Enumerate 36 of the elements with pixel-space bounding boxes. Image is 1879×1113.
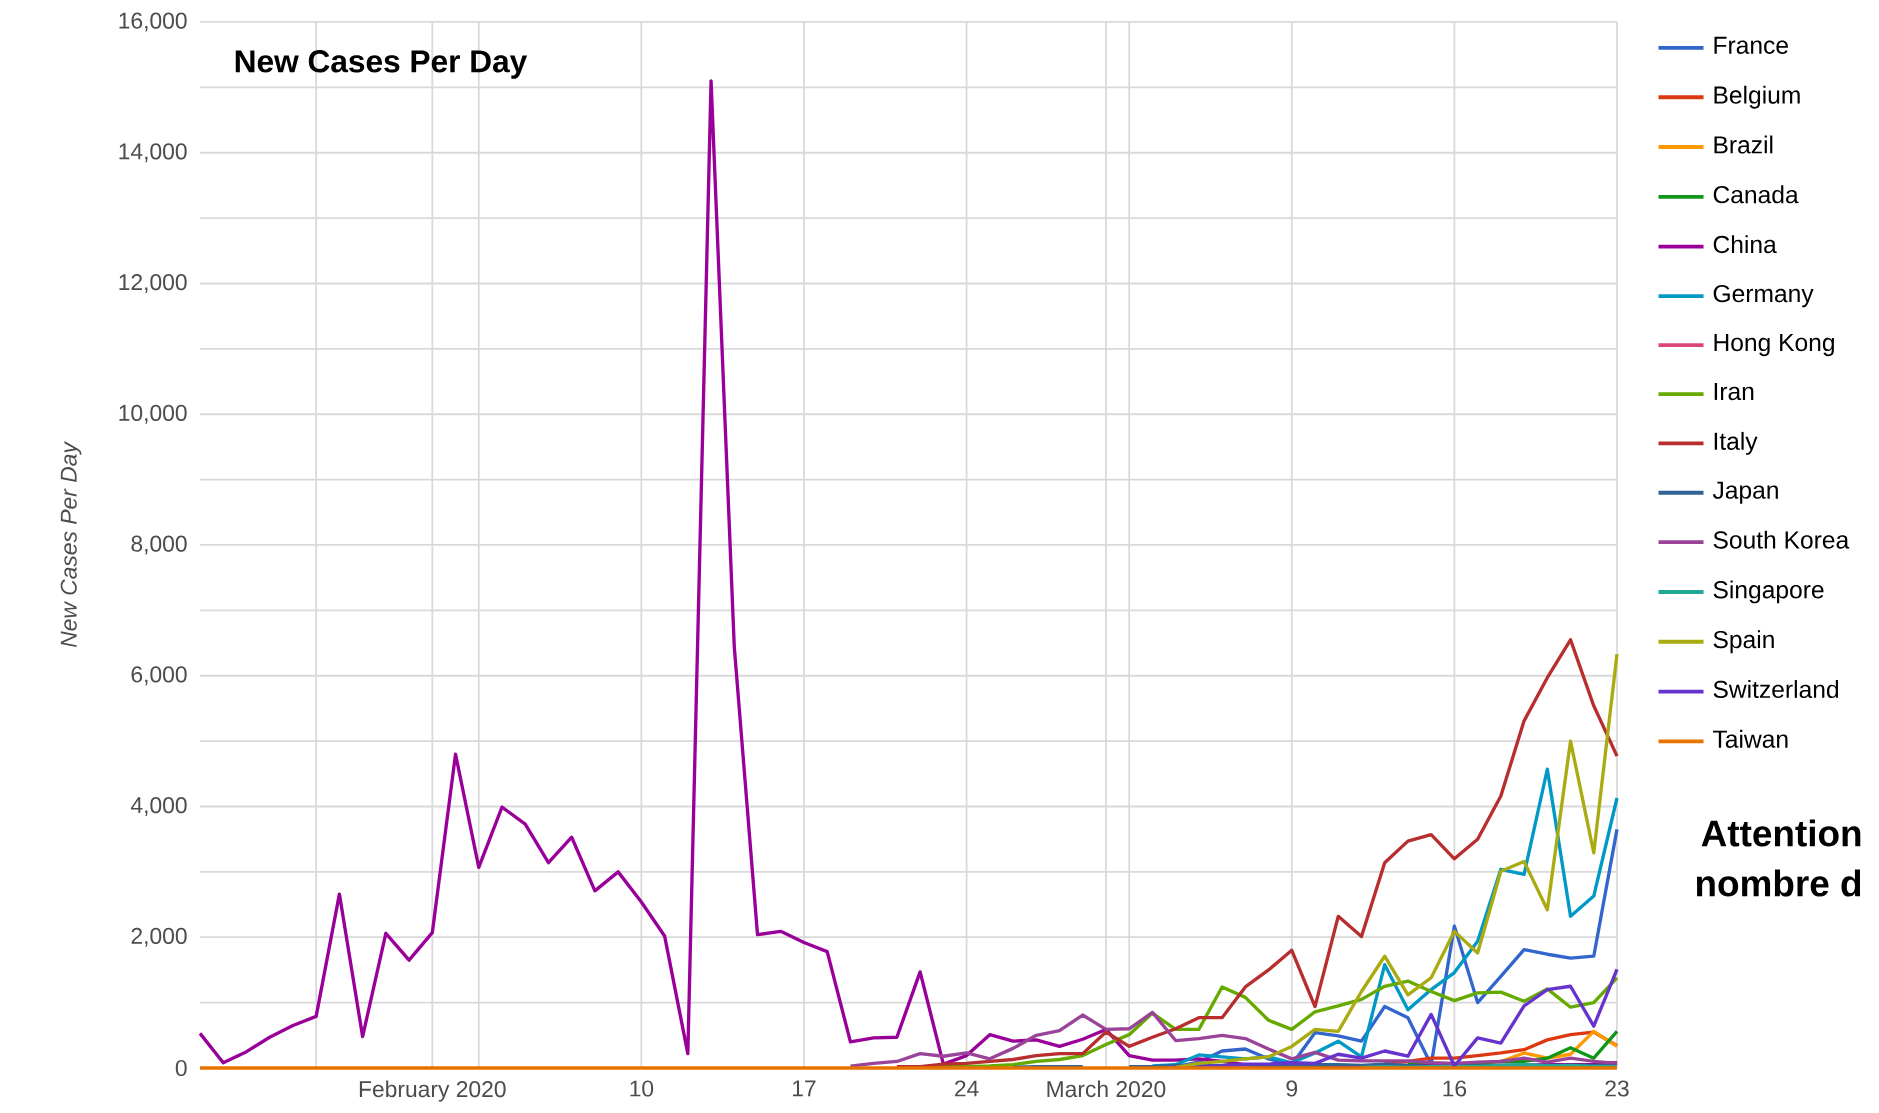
x-tick-label: 9 <box>1286 1080 1298 1097</box>
y-tick-label: 0 <box>175 1059 187 1076</box>
legend-label: Italy <box>1714 431 1758 455</box>
legend-label: Canada <box>1713 185 1799 204</box>
legend-label: Taiwan <box>1713 729 1788 748</box>
y-axis-title: New Cases Per Day <box>60 440 82 647</box>
y-tick-label: 14,000 <box>119 143 187 162</box>
legend-label: Switzerland <box>1713 679 1839 698</box>
legend-label: Japan <box>1712 481 1778 504</box>
x-tick-label: March 2020 <box>1047 1080 1166 1097</box>
y-tick-label: 6,000 <box>131 666 187 685</box>
x-tick-label: 10 <box>630 1080 654 1097</box>
legend-label: Germany <box>1713 284 1814 308</box>
y-tick-label: 8,000 <box>131 535 187 555</box>
y-tick-label: 4,000 <box>130 796 187 816</box>
x-tick-label: 23 <box>1605 1080 1629 1097</box>
legend-label: Iran <box>1714 382 1754 400</box>
legend-label: France <box>1714 36 1788 54</box>
legend-label: South Korea <box>1713 530 1850 549</box>
x-tick-label: February 2020 <box>359 1080 506 1102</box>
y-tick-label: 2,000 <box>131 927 187 947</box>
legend-label: China <box>1713 234 1777 253</box>
text: nombre d <box>1696 869 1861 897</box>
text: Attention <box>1701 819 1861 847</box>
legend-label: Belgium <box>1714 85 1800 109</box>
y-tick-label: 12,000 <box>119 273 187 293</box>
y-tick-label: 16,000 <box>119 12 187 32</box>
legend-label: Brazil <box>1714 135 1773 154</box>
x-tick-label: 24 <box>955 1080 979 1097</box>
legend-label: Spain <box>1713 630 1774 653</box>
legend-label: Hong Kong <box>1714 333 1834 356</box>
x-tick-label: 17 <box>793 1080 816 1096</box>
legend-label: Singapore <box>1713 580 1824 604</box>
text: New Cases Per Day <box>235 49 528 79</box>
x-tick-label: 16 <box>1443 1080 1467 1097</box>
y-tick-label: 10,000 <box>119 404 187 424</box>
